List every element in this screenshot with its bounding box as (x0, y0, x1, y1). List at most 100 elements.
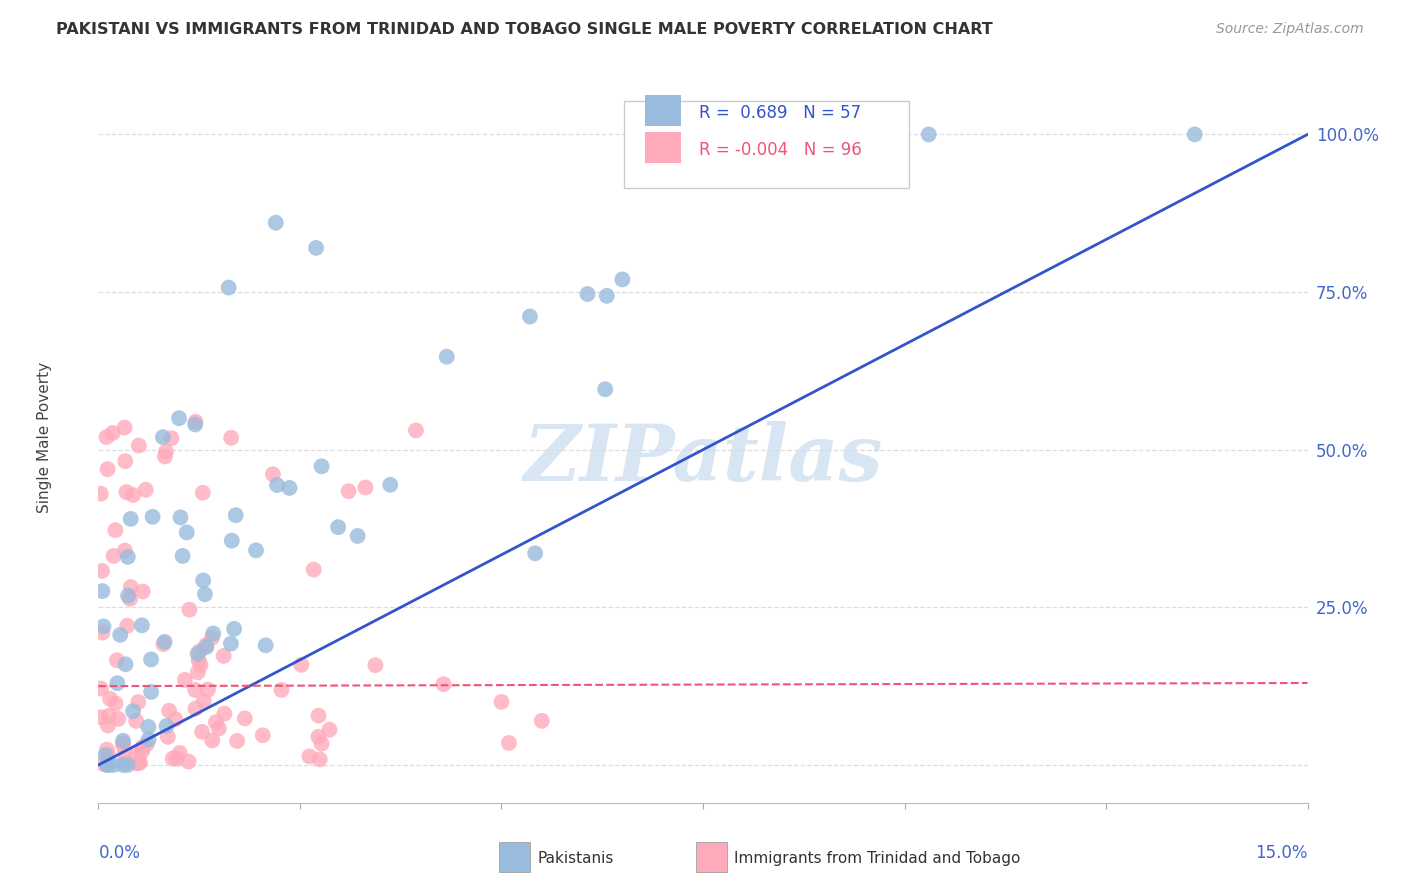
Point (128, 439, 150, 453)
Point (176, 525, 198, 540)
Point (97, 718, 120, 732)
Point (135, 737, 157, 751)
Point (125, 714, 148, 728)
Point (111, 738, 134, 752)
Point (266, 478, 288, 492)
Point (120, 580, 142, 594)
Point (354, 481, 377, 495)
Point (219, 637, 242, 651)
Point (191, 724, 214, 739)
FancyBboxPatch shape (645, 132, 682, 162)
Point (131, 744, 153, 758)
Point (122, 488, 145, 502)
Point (221, 533, 243, 548)
Point (152, 430, 174, 444)
Point (153, 450, 176, 464)
Point (346, 529, 368, 543)
Point (214, 706, 236, 721)
Point (380, 478, 402, 492)
Text: Pakistanis: Pakistanis (537, 851, 613, 865)
Point (91, 584, 114, 599)
Point (91, 564, 114, 578)
Point (318, 723, 340, 737)
Point (337, 484, 360, 499)
Point (117, 619, 139, 633)
Point (194, 587, 217, 601)
Point (519, 310, 541, 324)
Point (219, 431, 242, 445)
Point (245, 543, 267, 558)
Point (97, 747, 120, 762)
Point (173, 673, 195, 687)
Text: Immigrants from Trinidad and Tobago: Immigrants from Trinidad and Tobago (734, 851, 1021, 865)
Point (114, 420, 136, 434)
Point (139, 652, 162, 666)
Point (93, 756, 115, 771)
Point (139, 685, 162, 699)
Point (172, 549, 194, 563)
Point (152, 637, 174, 651)
Point (117, 758, 139, 772)
Point (436, 350, 458, 364)
Point (308, 752, 330, 766)
Point (184, 415, 207, 429)
Point (166, 752, 188, 766)
Point (112, 736, 135, 750)
Point (103, 758, 125, 772)
Point (278, 481, 301, 495)
Point (96, 430, 118, 444)
Point (112, 758, 135, 772)
Point (117, 549, 139, 564)
Point (612, 272, 634, 286)
Point (91, 625, 114, 640)
Point (127, 695, 149, 709)
Point (179, 602, 201, 616)
Point (115, 485, 138, 500)
Point (117, 589, 139, 603)
Point (305, 241, 328, 255)
Text: PAKISTANI VS IMMIGRANTS FROM TRINIDAD AND TOBAGO SINGLE MALE POVERTY CORRELATION: PAKISTANI VS IMMIGRANTS FROM TRINIDAD AN… (56, 22, 993, 37)
Point (138, 732, 160, 747)
Point (270, 682, 292, 697)
Point (918, 128, 941, 142)
Point (201, 733, 224, 747)
Point (298, 749, 321, 764)
Point (364, 658, 387, 673)
Point (596, 289, 619, 303)
Point (262, 467, 284, 482)
Point (132, 584, 155, 599)
Point (491, 695, 513, 709)
Point (114, 454, 136, 468)
Point (104, 697, 127, 711)
Point (97, 462, 120, 476)
Point (193, 694, 215, 708)
Point (187, 653, 209, 667)
Point (524, 546, 547, 560)
Point (1184, 128, 1206, 142)
Point (254, 638, 277, 652)
Point (302, 563, 325, 577)
Text: ZIPatlas: ZIPatlas (523, 421, 883, 497)
Point (110, 628, 132, 642)
FancyBboxPatch shape (645, 95, 682, 127)
Text: R = -0.004   N = 96: R = -0.004 N = 96 (699, 141, 862, 159)
Point (530, 714, 553, 728)
Point (125, 748, 148, 763)
Point (224, 622, 246, 636)
Point (498, 736, 520, 750)
Point (96, 742, 118, 756)
Point (252, 728, 274, 742)
Point (165, 712, 187, 726)
Point (195, 640, 218, 654)
Point (311, 737, 333, 751)
Point (98, 691, 121, 706)
Point (120, 512, 142, 526)
Point (104, 523, 127, 537)
Point (90, 486, 112, 500)
Point (197, 682, 219, 697)
Point (101, 425, 124, 440)
Point (218, 280, 240, 294)
Point (188, 644, 211, 658)
Point (103, 549, 125, 563)
Point (135, 483, 157, 497)
